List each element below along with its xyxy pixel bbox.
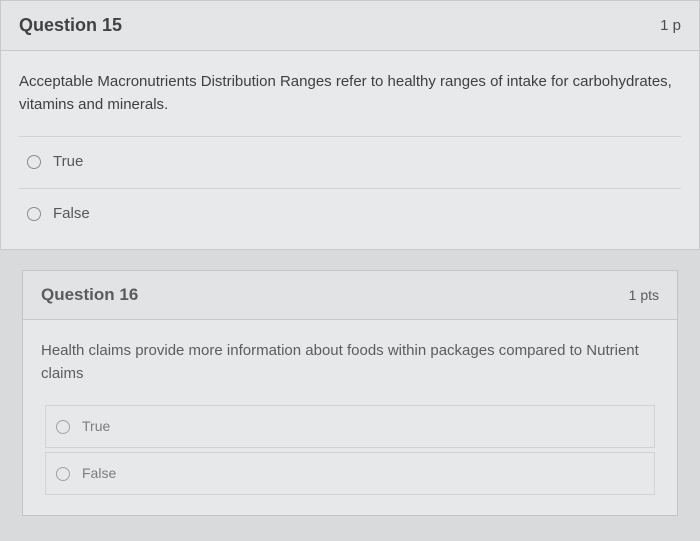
option-label: True (82, 416, 110, 437)
question-15-text: Acceptable Macronutrients Distribution R… (19, 71, 681, 116)
radio-icon (27, 155, 41, 169)
radio-icon (27, 207, 41, 221)
question-16-body: Health claims provide more information a… (23, 320, 677, 515)
question-15-header: Question 15 1 p (1, 1, 699, 51)
question-16-options: True False (41, 405, 659, 505)
question-16-title: Question 16 (41, 285, 138, 305)
question-16-block: Question 16 1 pts Health claims provide … (22, 270, 678, 516)
question-16-text: Health claims provide more information a… (41, 340, 659, 385)
option-true[interactable]: True (19, 137, 681, 189)
option-false[interactable]: False (45, 452, 655, 495)
question-15-block: Question 15 1 p Acceptable Macronutrient… (0, 0, 700, 250)
option-false[interactable]: False (19, 189, 681, 240)
option-label: False (53, 203, 90, 226)
option-true[interactable]: True (45, 405, 655, 448)
question-16-header: Question 16 1 pts (23, 271, 677, 320)
question-16-points: 1 pts (629, 287, 659, 303)
question-15-body: Acceptable Macronutrients Distribution R… (1, 51, 699, 249)
question-15-points: 1 p (660, 17, 681, 34)
option-label: True (53, 151, 83, 174)
question-15-title: Question 15 (19, 15, 122, 36)
question-15-options: True False (19, 136, 681, 239)
option-label: False (82, 463, 116, 484)
radio-icon (56, 467, 70, 481)
radio-icon (56, 420, 70, 434)
